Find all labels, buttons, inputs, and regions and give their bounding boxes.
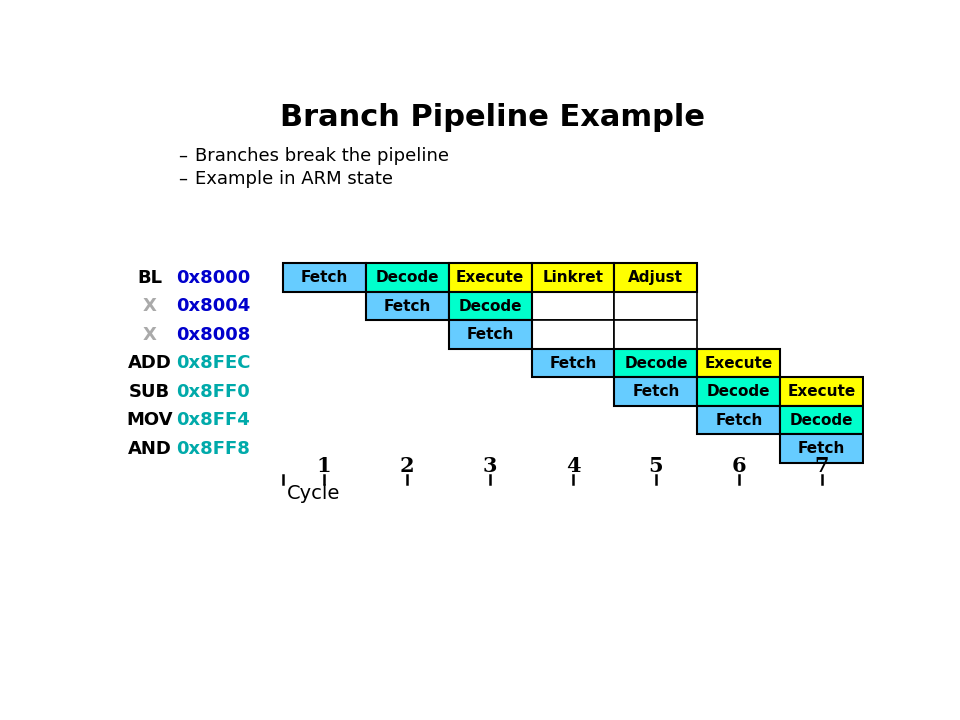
Text: Fetch: Fetch	[300, 270, 348, 285]
Text: 0x8004: 0x8004	[176, 297, 251, 315]
Text: 0x8000: 0x8000	[176, 269, 251, 287]
Text: Decode: Decode	[624, 356, 687, 371]
Bar	[283, 264, 366, 292]
Text: 1: 1	[317, 456, 331, 476]
Text: 3: 3	[483, 456, 497, 476]
Text: Decode: Decode	[375, 270, 439, 285]
Text: 2: 2	[399, 456, 415, 476]
Bar	[614, 349, 697, 377]
Text: 6: 6	[732, 456, 746, 476]
Text: ADD: ADD	[128, 354, 172, 372]
Text: Fetch: Fetch	[715, 413, 762, 428]
Bar	[614, 264, 697, 292]
Bar	[448, 292, 532, 320]
Bar	[448, 264, 532, 292]
Bar	[614, 377, 697, 406]
Bar	[780, 406, 863, 434]
Bar	[366, 264, 448, 292]
Text: Decode: Decode	[790, 413, 853, 428]
Text: 4: 4	[565, 456, 580, 476]
Text: AND: AND	[128, 440, 172, 458]
Bar	[697, 377, 780, 406]
Text: Fetch: Fetch	[549, 356, 597, 371]
Text: Decode: Decode	[458, 299, 522, 314]
Bar	[614, 320, 697, 349]
Bar	[532, 264, 614, 292]
Text: Fetch: Fetch	[383, 299, 431, 314]
Text: Fetch: Fetch	[798, 441, 846, 456]
Bar	[532, 292, 614, 320]
Bar	[780, 377, 863, 406]
Bar	[532, 320, 614, 349]
Bar	[697, 406, 780, 434]
Text: Execute: Execute	[456, 270, 524, 285]
Text: Branch Pipeline Example: Branch Pipeline Example	[279, 103, 705, 132]
Text: 0x8FF8: 0x8FF8	[176, 440, 250, 458]
Text: 0x8FF0: 0x8FF0	[176, 383, 250, 401]
Text: Branches break the pipeline: Branches break the pipeline	[195, 147, 449, 165]
Text: 5: 5	[649, 456, 663, 476]
Text: –: –	[179, 147, 187, 165]
Text: Fetch: Fetch	[467, 327, 514, 342]
Bar	[614, 292, 697, 320]
Text: Cycle: Cycle	[287, 485, 340, 503]
Bar	[532, 349, 614, 377]
Text: X: X	[142, 325, 156, 343]
Text: 0x8FEC: 0x8FEC	[176, 354, 251, 372]
Text: Adjust: Adjust	[629, 270, 684, 285]
Text: Fetch: Fetch	[633, 384, 680, 399]
Bar	[366, 292, 448, 320]
Text: Execute: Execute	[705, 356, 773, 371]
Text: 0x8FF4: 0x8FF4	[176, 411, 250, 429]
Text: Example in ARM state: Example in ARM state	[195, 170, 394, 188]
Text: SUB: SUB	[129, 383, 170, 401]
Bar	[448, 320, 532, 349]
Bar	[697, 349, 780, 377]
Text: X: X	[142, 297, 156, 315]
Text: 7: 7	[814, 456, 829, 476]
Text: Linkret: Linkret	[542, 270, 604, 285]
Text: MOV: MOV	[126, 411, 173, 429]
Bar	[780, 434, 863, 463]
Text: Decode: Decode	[708, 384, 771, 399]
Text: BL: BL	[137, 269, 162, 287]
Text: –: –	[179, 170, 187, 188]
Text: Execute: Execute	[787, 384, 856, 399]
Text: 0x8008: 0x8008	[176, 325, 251, 343]
